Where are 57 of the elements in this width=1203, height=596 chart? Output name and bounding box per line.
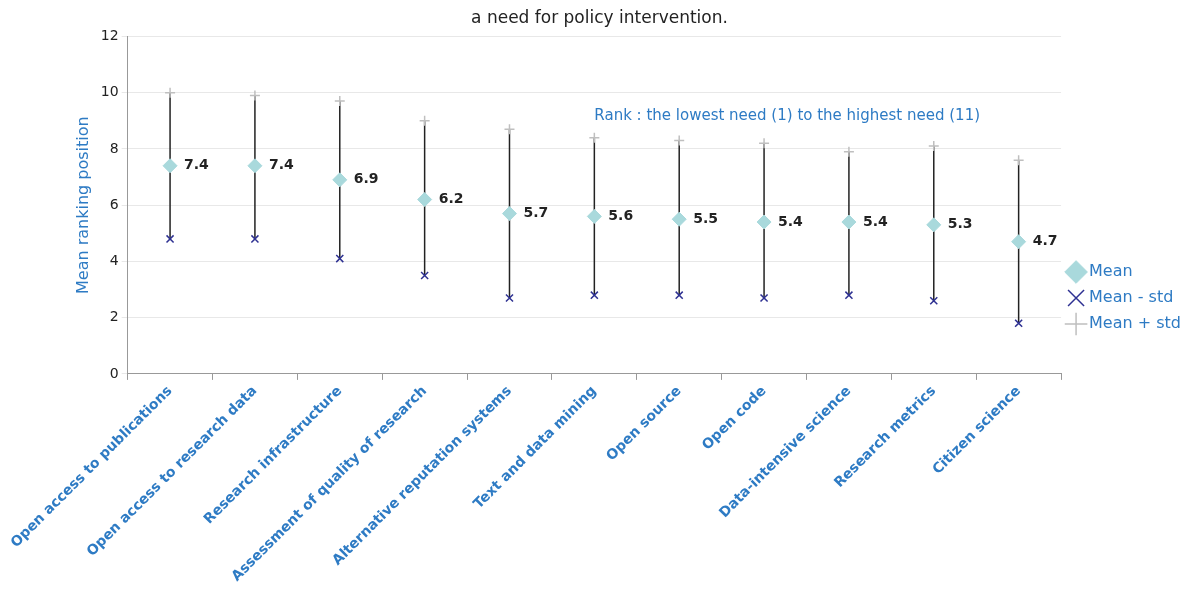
point xyxy=(841,214,857,230)
point xyxy=(843,145,855,158)
point xyxy=(586,208,602,224)
y-tick-label: 0 xyxy=(109,364,119,381)
annotation: Rank : the lowest need (1) to the highest need (11) xyxy=(594,106,981,125)
y-axis-title: Mean ranking position xyxy=(73,116,93,294)
point xyxy=(758,137,770,150)
point xyxy=(162,158,178,174)
legend-label: Mean - std xyxy=(1089,287,1174,307)
point xyxy=(335,254,345,263)
point xyxy=(334,95,346,107)
point xyxy=(1014,318,1023,328)
y-tick-label: 4 xyxy=(109,252,119,269)
point xyxy=(1011,234,1027,250)
y-tick-label: 8 xyxy=(109,139,119,156)
point xyxy=(926,217,942,233)
y-tick-label: 10 xyxy=(100,83,119,100)
y-tick-label: 12 xyxy=(100,27,119,44)
point xyxy=(505,293,514,303)
data-label: 6.2 xyxy=(438,190,464,207)
data-label: 5.7 xyxy=(523,204,549,221)
data-label: 7.4 xyxy=(184,156,210,173)
data-label: 5.3 xyxy=(947,215,973,232)
data-label: 7.4 xyxy=(268,156,294,173)
data-label: 6.9 xyxy=(353,170,379,187)
point xyxy=(250,234,260,244)
point xyxy=(929,296,939,306)
chart-title: a need for policy intervention. xyxy=(471,6,728,27)
legend-label: Mean + std xyxy=(1089,313,1181,333)
point xyxy=(759,293,769,303)
point xyxy=(928,140,940,152)
y-tick-label: 6 xyxy=(109,195,119,212)
point xyxy=(247,158,263,174)
data-label: 5.5 xyxy=(693,209,719,226)
data-label: 5.6 xyxy=(608,207,634,224)
point xyxy=(588,131,601,144)
point xyxy=(671,211,687,227)
point xyxy=(417,192,433,208)
data-label: 5.4 xyxy=(862,212,888,229)
point xyxy=(164,86,176,99)
point xyxy=(420,271,429,280)
point xyxy=(756,214,772,230)
point xyxy=(1012,154,1025,166)
point xyxy=(332,172,348,188)
point xyxy=(673,134,685,147)
y-tick-label: 2 xyxy=(109,308,119,325)
legend-label: Mean xyxy=(1089,261,1133,281)
point xyxy=(165,234,175,244)
data-label: 5.4 xyxy=(778,212,804,229)
point xyxy=(418,115,431,127)
point xyxy=(674,290,684,300)
point xyxy=(503,123,516,135)
data-label: 4.7 xyxy=(1032,232,1058,249)
point xyxy=(590,290,599,300)
point xyxy=(249,89,261,102)
point xyxy=(501,206,517,222)
point xyxy=(844,290,854,300)
